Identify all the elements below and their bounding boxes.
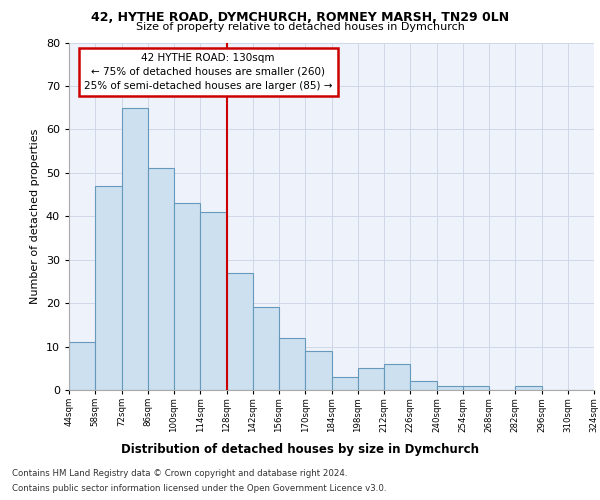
Text: Size of property relative to detached houses in Dymchurch: Size of property relative to detached ho… [136, 22, 464, 32]
Bar [200, 212, 227, 390]
Text: Contains public sector information licensed under the Open Government Licence v3: Contains public sector information licen… [12, 484, 386, 493]
Bar [121, 108, 148, 390]
Bar [279, 338, 305, 390]
Bar [305, 351, 331, 390]
Text: 42 HYTHE ROAD: 130sqm
← 75% of detached houses are smaller (260)
25% of semi-det: 42 HYTHE ROAD: 130sqm ← 75% of detached … [84, 53, 332, 91]
Bar [437, 386, 463, 390]
Bar [515, 386, 542, 390]
Bar [227, 272, 253, 390]
Text: 42, HYTHE ROAD, DYMCHURCH, ROMNEY MARSH, TN29 0LN: 42, HYTHE ROAD, DYMCHURCH, ROMNEY MARSH,… [91, 11, 509, 24]
Text: Contains HM Land Registry data © Crown copyright and database right 2024.: Contains HM Land Registry data © Crown c… [12, 469, 347, 478]
Bar [463, 386, 489, 390]
Bar [384, 364, 410, 390]
Bar [410, 382, 437, 390]
Bar [95, 186, 121, 390]
Bar [174, 203, 200, 390]
Bar [253, 308, 279, 390]
Y-axis label: Number of detached properties: Number of detached properties [30, 128, 40, 304]
Text: Distribution of detached houses by size in Dymchurch: Distribution of detached houses by size … [121, 442, 479, 456]
Bar [358, 368, 384, 390]
Bar [148, 168, 174, 390]
Bar [69, 342, 95, 390]
Bar [331, 377, 358, 390]
